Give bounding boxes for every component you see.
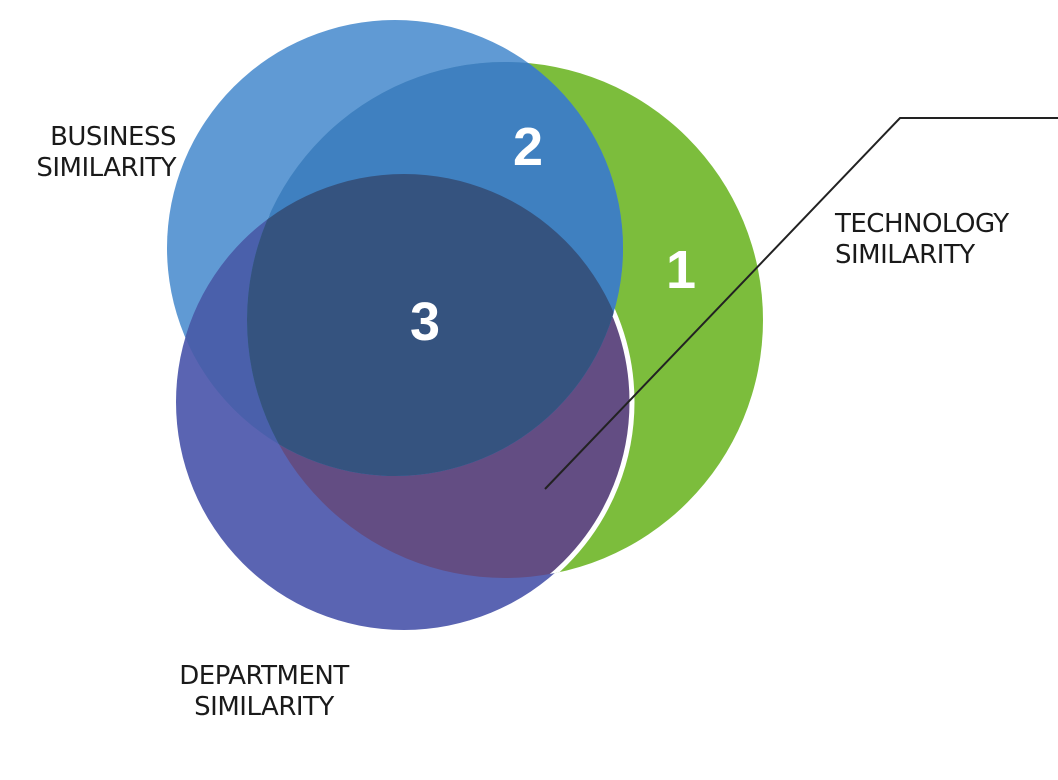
region-number-all-three: 3	[410, 292, 440, 352]
business-similarity-label: BUSINESS SIMILARITY	[10, 122, 176, 184]
department-label-line1: DEPARTMENT	[179, 661, 349, 691]
technology-similarity-label: TECHNOLOGY SIMILARITY	[835, 209, 1009, 271]
department-label-line2: SIMILARITY	[194, 692, 334, 722]
callout-line	[544, 117, 1058, 490]
all-three-overlap	[247, 174, 623, 476]
department-similarity-label: DEPARTMENT SIMILARITY	[148, 661, 380, 723]
region-number-technology-only: 1	[666, 240, 696, 300]
business-label-line2: SIMILARITY	[36, 153, 176, 183]
technology-label-line2: SIMILARITY	[835, 240, 975, 270]
business-label-line1: BUSINESS	[50, 122, 176, 152]
technology-label-line1: TECHNOLOGY	[835, 209, 1009, 239]
region-number-business-technology: 2	[513, 117, 543, 177]
